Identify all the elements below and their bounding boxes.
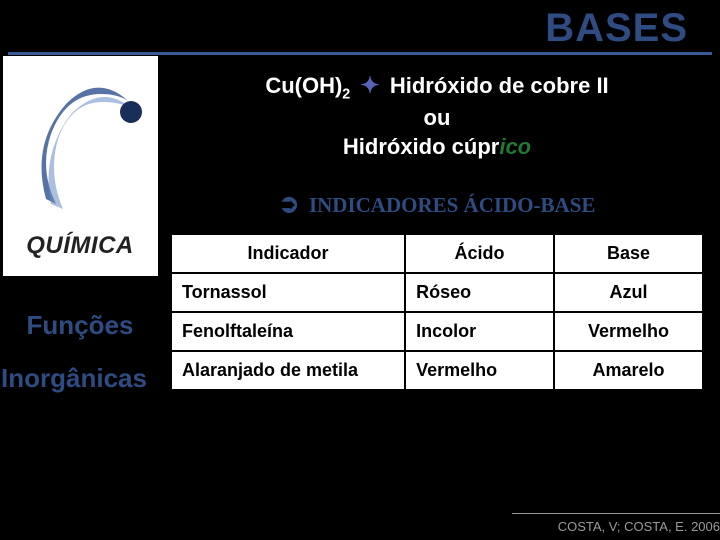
indicators-table: Indicador Ácido Base Tornassol Róseo Azu… [170,233,704,391]
formula-line-1: Cu(OH)2 ✦ Hidróxido de cobre II [170,70,704,104]
logo-text: QUÍMICA [26,232,134,260]
table-row: Alaranjado de metila Vermelho Amarelo [171,351,703,390]
col-indicador: Indicador [171,234,405,273]
table-row: Fenolftaleína Incolor Vermelho [171,312,703,351]
cell: Tornassol [171,273,405,312]
compound-name-2: Hidróxido cúprico [170,133,704,162]
cell: Azul [554,273,703,312]
swoosh-icon [31,74,146,224]
col-acido: Ácido [405,234,554,273]
section-label: INDICADORES ÁCIDO-BASE [309,193,595,217]
formula-block: Cu(OH)2 ✦ Hidróxido de cobre II ou Hidró… [170,70,704,161]
sidebar-word-funcoes: Funções [27,310,134,341]
footer-divider [512,513,720,514]
formula-or: ou [170,104,704,133]
cell: Vermelho [405,351,554,390]
section-heading: ➲ INDICADORES ÁCIDO-BASE [170,189,704,219]
sidebar: QUÍMICA Funções Inorgânicas [0,56,160,540]
quimica-logo: QUÍMICA [3,56,158,276]
cell: Alaranjado de metila [171,351,405,390]
compound-name-1: Hidróxido de cobre II [390,73,609,98]
compound-subscript: 2 [342,86,350,102]
compound-formula: Cu(OH) [265,73,342,98]
footer-citation: COSTA, V; COSTA, E. 2006 [558,519,720,534]
sidebar-word-inorganicas: Inorgânicas [1,363,147,394]
page-title: BASES [545,6,688,51]
main-content: Cu(OH)2 ✦ Hidróxido de cobre II ou Hidró… [170,70,704,391]
arrow-icon: ➲ [279,191,300,218]
header-underline [8,52,712,55]
col-base: Base [554,234,703,273]
cell: Amarelo [554,351,703,390]
cell: Róseo [405,273,554,312]
cell: Vermelho [554,312,703,351]
header: BASES [545,6,688,51]
table-header-row: Indicador Ácido Base [171,234,703,273]
table-row: Tornassol Róseo Azul [171,273,703,312]
cell: Incolor [405,312,554,351]
cross-icon: ✦ [360,72,379,98]
cell: Fenolftaleína [171,312,405,351]
